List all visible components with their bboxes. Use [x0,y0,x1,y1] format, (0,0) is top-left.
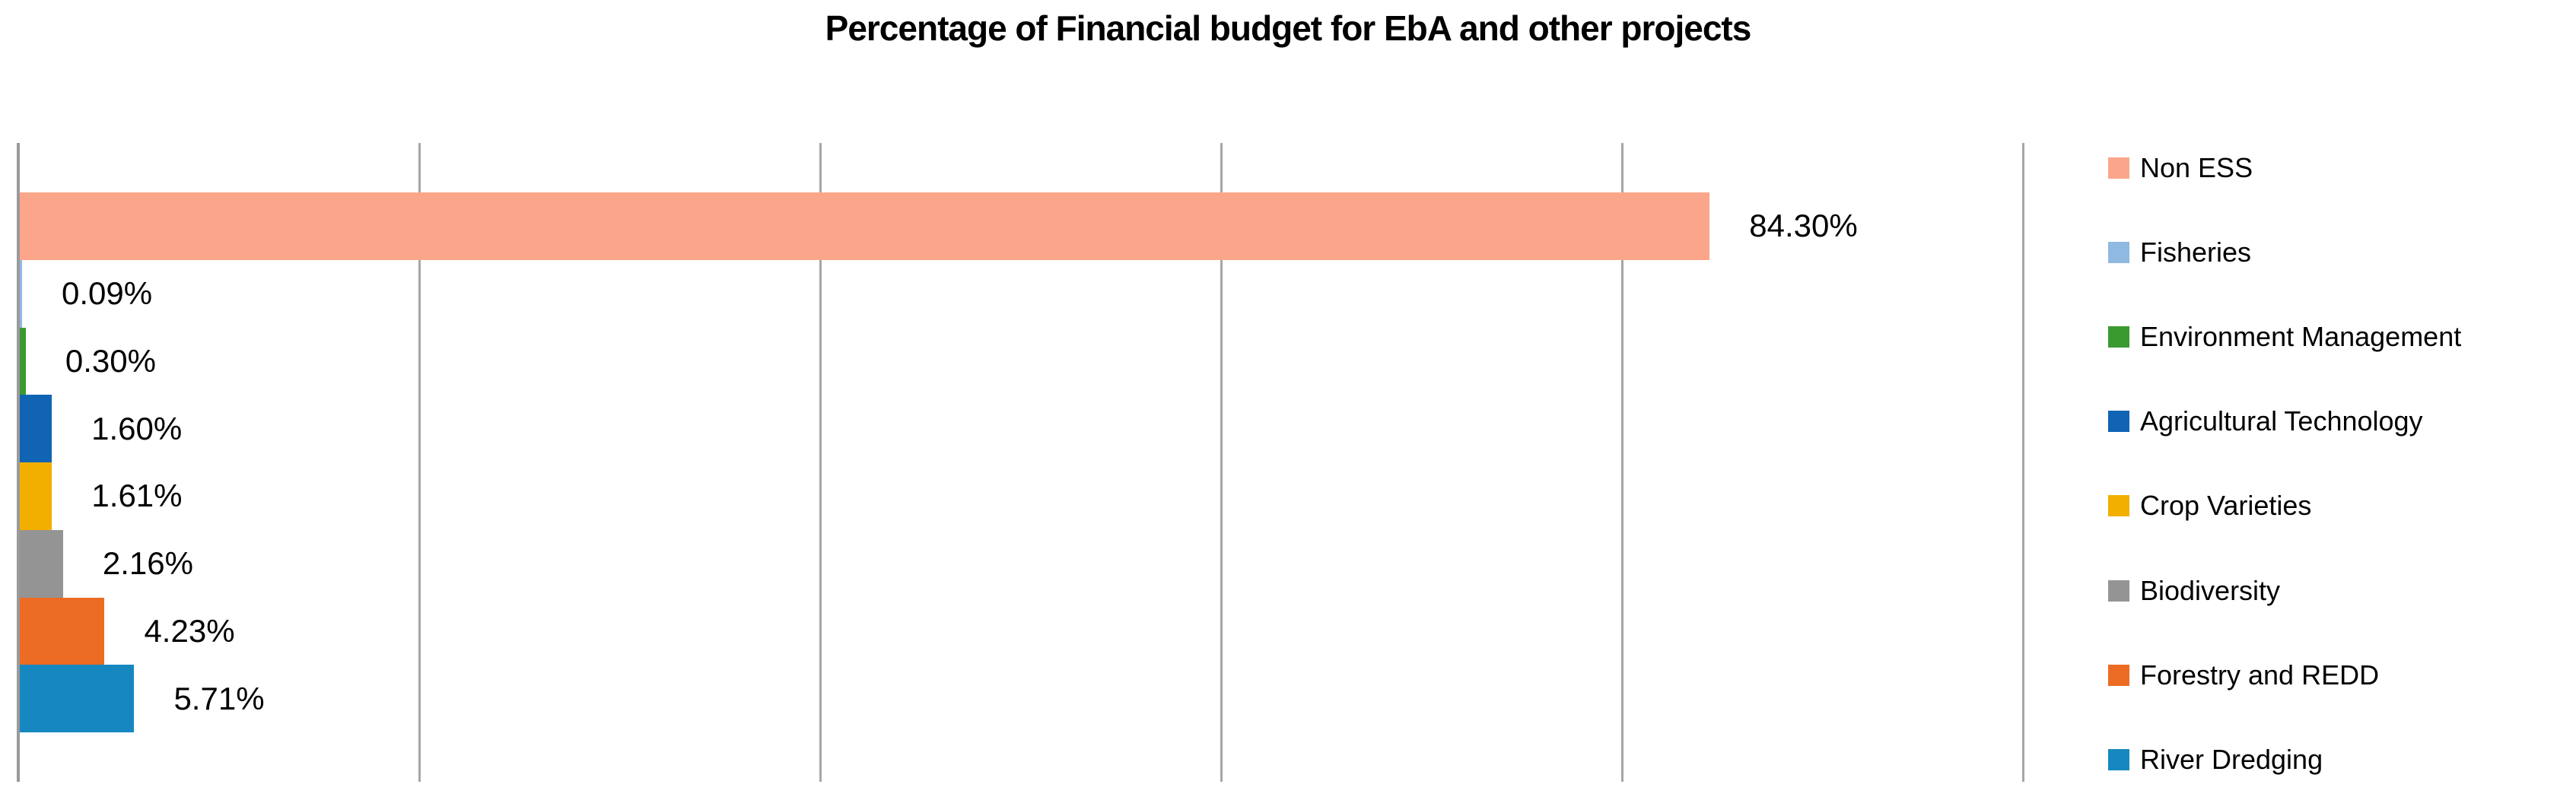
gridline-40-percent [819,143,822,782]
legend-item-environment-management: Environment Management [2108,321,2461,353]
y-axis-line [17,143,20,782]
legend-swatch-fisheries [2108,242,2129,264]
bar-value-label-river-dredging: 5.71% [173,680,265,716]
bar-value-label-agricultural-technology: 1.60% [91,410,183,446]
legend-item-river-dredging: River Dredging [2108,744,2323,776]
legend-item-biodiversity: Biodiversity [2108,575,2280,607]
legend-swatch-river-dredging [2108,748,2129,770]
bar-agricultural-technology [20,395,52,462]
bar-value-label-crop-varieties: 1.61% [91,478,183,514]
bar-biodiversity [20,529,63,598]
legend-label-forestry-and-redd: Forestry and REDD [2140,659,2380,691]
legend-label-agricultural-technology: Agricultural Technology [2140,405,2423,437]
legend-item-agricultural-technology: Agricultural Technology [2108,405,2423,437]
bar-value-label-non-ess: 84.30% [1749,208,1858,244]
legend-label-river-dredging: River Dredging [2140,743,2323,775]
chart-title: Percentage of Financial budget for EbA a… [825,8,1752,48]
legend-label-fisheries: Fisheries [2140,237,2252,268]
legend-label-non-ess: Non ESS [2140,152,2253,183]
bar-value-label-fisheries: 0.09% [62,275,153,312]
gridline-60-percent [1220,143,1223,782]
legend-swatch-biodiversity [2108,579,2129,602]
legend-swatch-non-ess [2108,157,2129,179]
bar-value-label-environment-management: 0.30% [65,342,156,379]
legend-label-crop-varieties: Crop Varieties [2140,490,2312,522]
bar-forestry-and-redd [20,597,105,665]
legend-swatch-agricultural-technology [2108,411,2129,433]
legend-label-biodiversity: Biodiversity [2140,574,2281,606]
legend-swatch-environment-management [2108,326,2129,348]
gridline-20-percent [418,143,421,782]
bar-fisheries [20,259,22,328]
legend-swatch-forestry-and-redd [2108,664,2129,686]
legend-item-fisheries: Fisheries [2108,237,2251,268]
bar-value-label-forestry-and-redd: 4.23% [144,612,235,649]
bar-river-dredging [20,665,135,732]
bar-non-ess [20,192,1710,260]
gridline-80-percent [1620,143,1624,782]
legend-item-crop-varieties: Crop Varieties [2108,490,2311,522]
legend-label-environment-management: Environment Management [2140,321,2462,353]
legend-item-forestry-and-redd: Forestry and REDD [2108,659,2379,691]
legend-swatch-crop-varieties [2108,495,2129,517]
bar-environment-management [20,327,26,395]
gridline-100-percent [2021,143,2024,782]
bar-value-label-biodiversity: 2.16% [102,545,193,582]
bar-crop-varieties [20,462,52,530]
legend-item-non-ess: Non ESS [2108,152,2253,184]
